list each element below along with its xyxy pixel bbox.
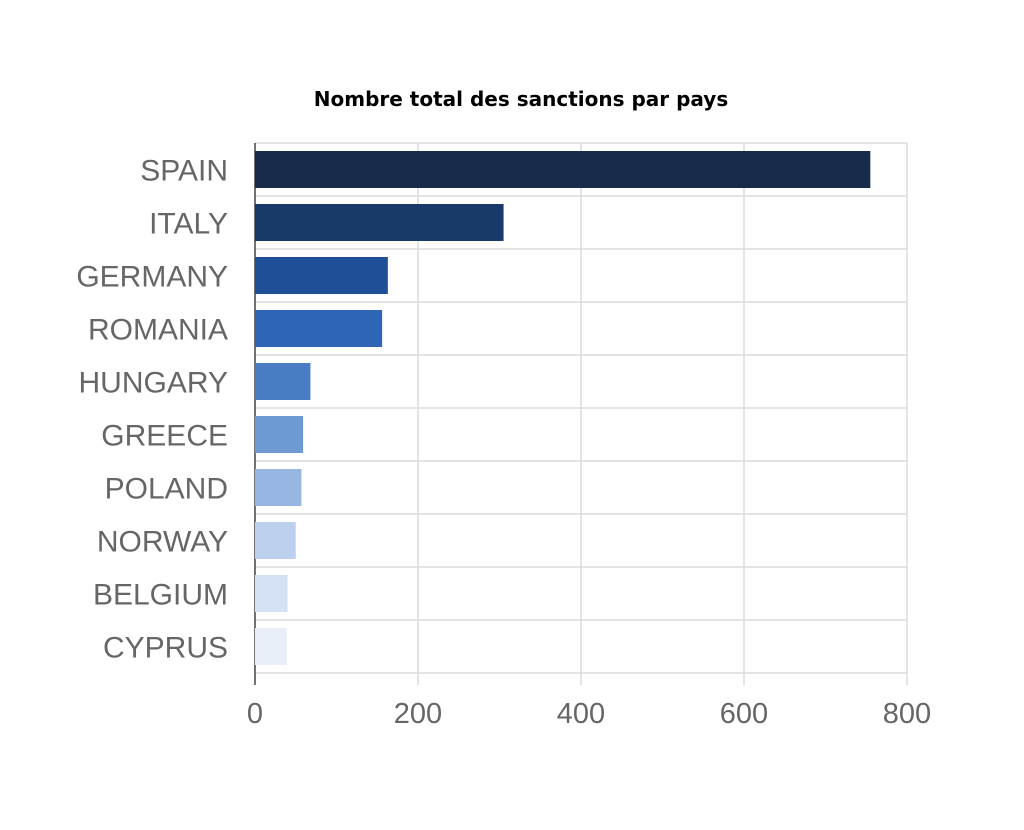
category-label-italy: ITALY <box>149 208 228 241</box>
x-tick-label: 0 <box>247 698 263 730</box>
x-tick-label: 600 <box>720 698 768 730</box>
bar-romania <box>255 310 383 347</box>
bar-greece <box>255 416 304 453</box>
category-label-norway: NORWAY <box>97 526 228 559</box>
bar-norway <box>255 522 296 559</box>
bar-hungary <box>255 363 311 400</box>
x-tick-label: 800 <box>883 698 931 730</box>
category-label-belgium: BELGIUM <box>93 579 228 612</box>
x-tick-label: 400 <box>557 698 605 730</box>
category-label-hungary: HUNGARY <box>79 367 228 400</box>
category-labels: SPAIN ITALY GERMANY ROMANIA HUNGARY GREECE POL… <box>76 155 228 665</box>
category-label-greece: GREECE <box>101 420 228 453</box>
x-axis-ticks: 0 200 400 600 800 <box>247 698 931 730</box>
bar-italy <box>255 204 504 241</box>
category-label-cyprus: CYPRUS <box>103 632 228 665</box>
category-label-poland: POLAND <box>105 473 228 506</box>
bar-poland <box>255 469 302 506</box>
bar-germany <box>255 257 388 294</box>
category-label-spain: SPAIN <box>140 155 228 188</box>
bar-cyprus <box>255 628 287 665</box>
category-label-romania: ROMANIA <box>88 314 228 347</box>
chart-title: Nombre total des sanctions par pays <box>314 87 728 111</box>
category-label-germany: GERMANY <box>76 261 228 294</box>
bar-spain <box>255 151 871 188</box>
x-tick-label: 200 <box>394 698 442 730</box>
bar-belgium <box>255 575 288 612</box>
bars <box>255 151 871 665</box>
